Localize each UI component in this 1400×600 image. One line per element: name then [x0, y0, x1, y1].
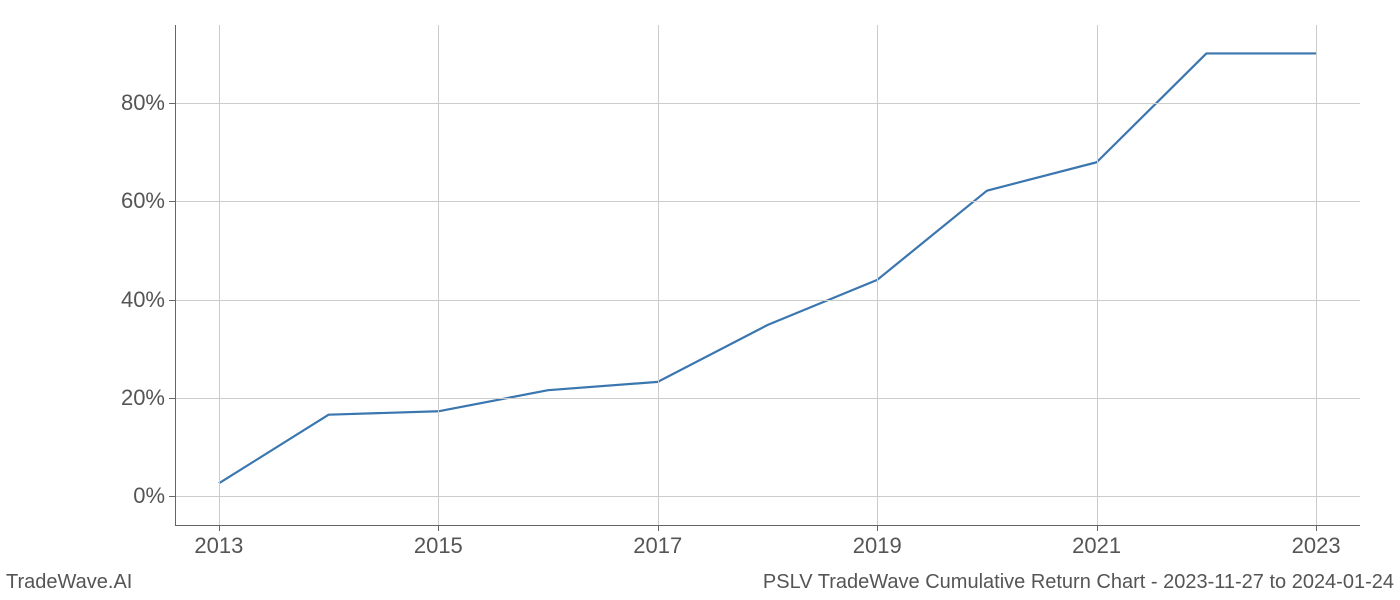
x-tick-label: 2015	[414, 533, 463, 559]
return-line	[219, 53, 1316, 483]
y-tick-label: 80%	[121, 90, 165, 116]
x-tick-label: 2021	[1072, 533, 1121, 559]
line-series	[175, 25, 1360, 525]
grid-line-horizontal	[175, 496, 1360, 497]
y-tick-label: 60%	[121, 188, 165, 214]
x-tick-label: 2023	[1292, 533, 1341, 559]
x-tick-label: 2019	[853, 533, 902, 559]
grid-line-vertical	[1097, 25, 1098, 525]
grid-line-horizontal	[175, 398, 1360, 399]
footer-right-label: PSLV TradeWave Cumulative Return Chart -…	[763, 571, 1394, 594]
y-tick-label: 20%	[121, 385, 165, 411]
grid-line-vertical	[1316, 25, 1317, 525]
grid-line-vertical	[219, 25, 220, 525]
x-tick-label: 2013	[194, 533, 243, 559]
grid-line-horizontal	[175, 201, 1360, 202]
footer-left-label: TradeWave.AI	[6, 571, 132, 594]
grid-line-horizontal	[175, 103, 1360, 104]
grid-line-vertical	[877, 25, 878, 525]
grid-line-vertical	[658, 25, 659, 525]
y-tick-label: 0%	[133, 483, 165, 509]
x-tick-label: 2017	[633, 533, 682, 559]
plot-area: 0%20%40%60%80%201320152017201920212023	[175, 25, 1360, 525]
y-axis-spine	[175, 25, 176, 525]
grid-line-vertical	[438, 25, 439, 525]
y-tick-label: 40%	[121, 287, 165, 313]
x-axis-spine	[175, 525, 1360, 526]
grid-line-horizontal	[175, 300, 1360, 301]
chart-container: 0%20%40%60%80%201320152017201920212023 T…	[0, 0, 1400, 600]
